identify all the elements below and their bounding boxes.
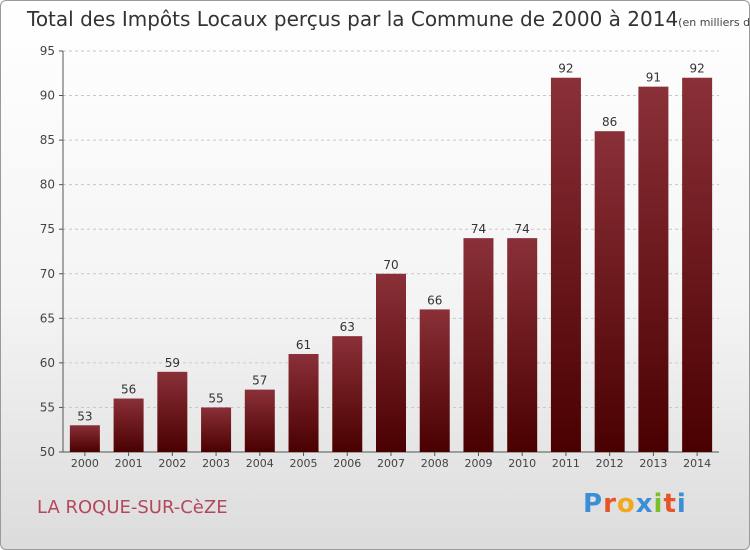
logo-letter: r (603, 489, 617, 519)
x-tick-label: 2002 (158, 457, 186, 470)
bar (376, 273, 406, 452)
bar (594, 131, 625, 452)
y-tick-label: 50 (40, 445, 55, 459)
x-tick-label: 2006 (333, 457, 361, 470)
logo-letter: i (653, 489, 664, 519)
data-label: 92 (689, 62, 704, 76)
x-tick-label: 2010 (508, 457, 536, 470)
data-label: 74 (515, 222, 530, 236)
bar (69, 425, 100, 452)
data-label: 57 (252, 374, 267, 388)
x-tick-label: 2012 (596, 457, 624, 470)
commune-name: LA ROQUE-SUR-CèZE (37, 497, 228, 518)
x-tick-label: 2007 (377, 457, 405, 470)
bar (201, 407, 232, 452)
data-label: 74 (471, 222, 486, 236)
logo-letter: P (583, 489, 604, 519)
y-tick-label: 60 (40, 356, 55, 370)
x-tick-label: 2013 (639, 457, 667, 470)
x-tick-label: 2008 (421, 457, 449, 470)
data-label: 53 (77, 409, 92, 423)
logo-letter: x (635, 489, 654, 519)
data-label: 86 (602, 115, 617, 129)
y-tick-label: 55 (40, 400, 55, 414)
bar (550, 77, 581, 452)
bar (507, 238, 538, 452)
logo-letter: t (663, 489, 677, 519)
y-tick-label: 80 (40, 178, 55, 192)
proxiti-logo[interactable]: Proxiti (583, 489, 687, 519)
x-tick-label: 2011 (552, 457, 580, 470)
logo-letter: o (616, 489, 636, 519)
logo-letter: i (676, 489, 687, 519)
x-tick-label: 2005 (290, 457, 318, 470)
data-label: 91 (646, 71, 661, 85)
data-label: 63 (340, 320, 355, 334)
y-tick-label: 70 (40, 267, 55, 281)
x-tick-label: 2014 (683, 457, 711, 470)
data-label: 70 (383, 258, 398, 272)
data-label: 59 (165, 356, 180, 370)
data-label: 55 (208, 391, 223, 405)
data-labels: 53 56 59 55 57 61 63 70 66 74 74 92 86 91 92 (77, 62, 705, 424)
bar (332, 336, 363, 452)
bar (157, 371, 188, 452)
y-tick-label: 85 (40, 133, 55, 147)
chart-title: Total des Impôts Locaux perçus par la Co… (27, 7, 750, 31)
bar (638, 86, 669, 453)
y-tick-label: 95 (40, 44, 55, 58)
x-tick-label: 2001 (115, 457, 143, 470)
bar (463, 238, 494, 452)
data-label: 61 (296, 338, 311, 352)
bar (682, 77, 713, 452)
tick-labels: 50 55 60 65 70 75 80 85 90 95 2000 2001 2002 2003 2004… (40, 44, 711, 470)
data-label: 92 (558, 62, 573, 76)
x-tick-label: 2004 (246, 457, 274, 470)
bar (419, 309, 450, 452)
y-tick-label: 90 (40, 89, 55, 103)
x-tick-label: 2009 (464, 457, 492, 470)
bars (69, 77, 713, 453)
chart-title-text: Total des Impôts Locaux perçus par la Co… (27, 7, 679, 31)
chart-title-unit: (en milliers d'€) (678, 16, 750, 29)
y-tick-label: 75 (40, 222, 55, 236)
x-tick-label: 2003 (202, 457, 230, 470)
data-label: 66 (427, 293, 442, 307)
bar (244, 389, 275, 452)
bar (288, 353, 319, 452)
bar (113, 398, 144, 452)
data-label: 56 (121, 383, 136, 397)
x-tick-label: 2000 (71, 457, 99, 470)
y-tick-label: 65 (40, 311, 55, 325)
